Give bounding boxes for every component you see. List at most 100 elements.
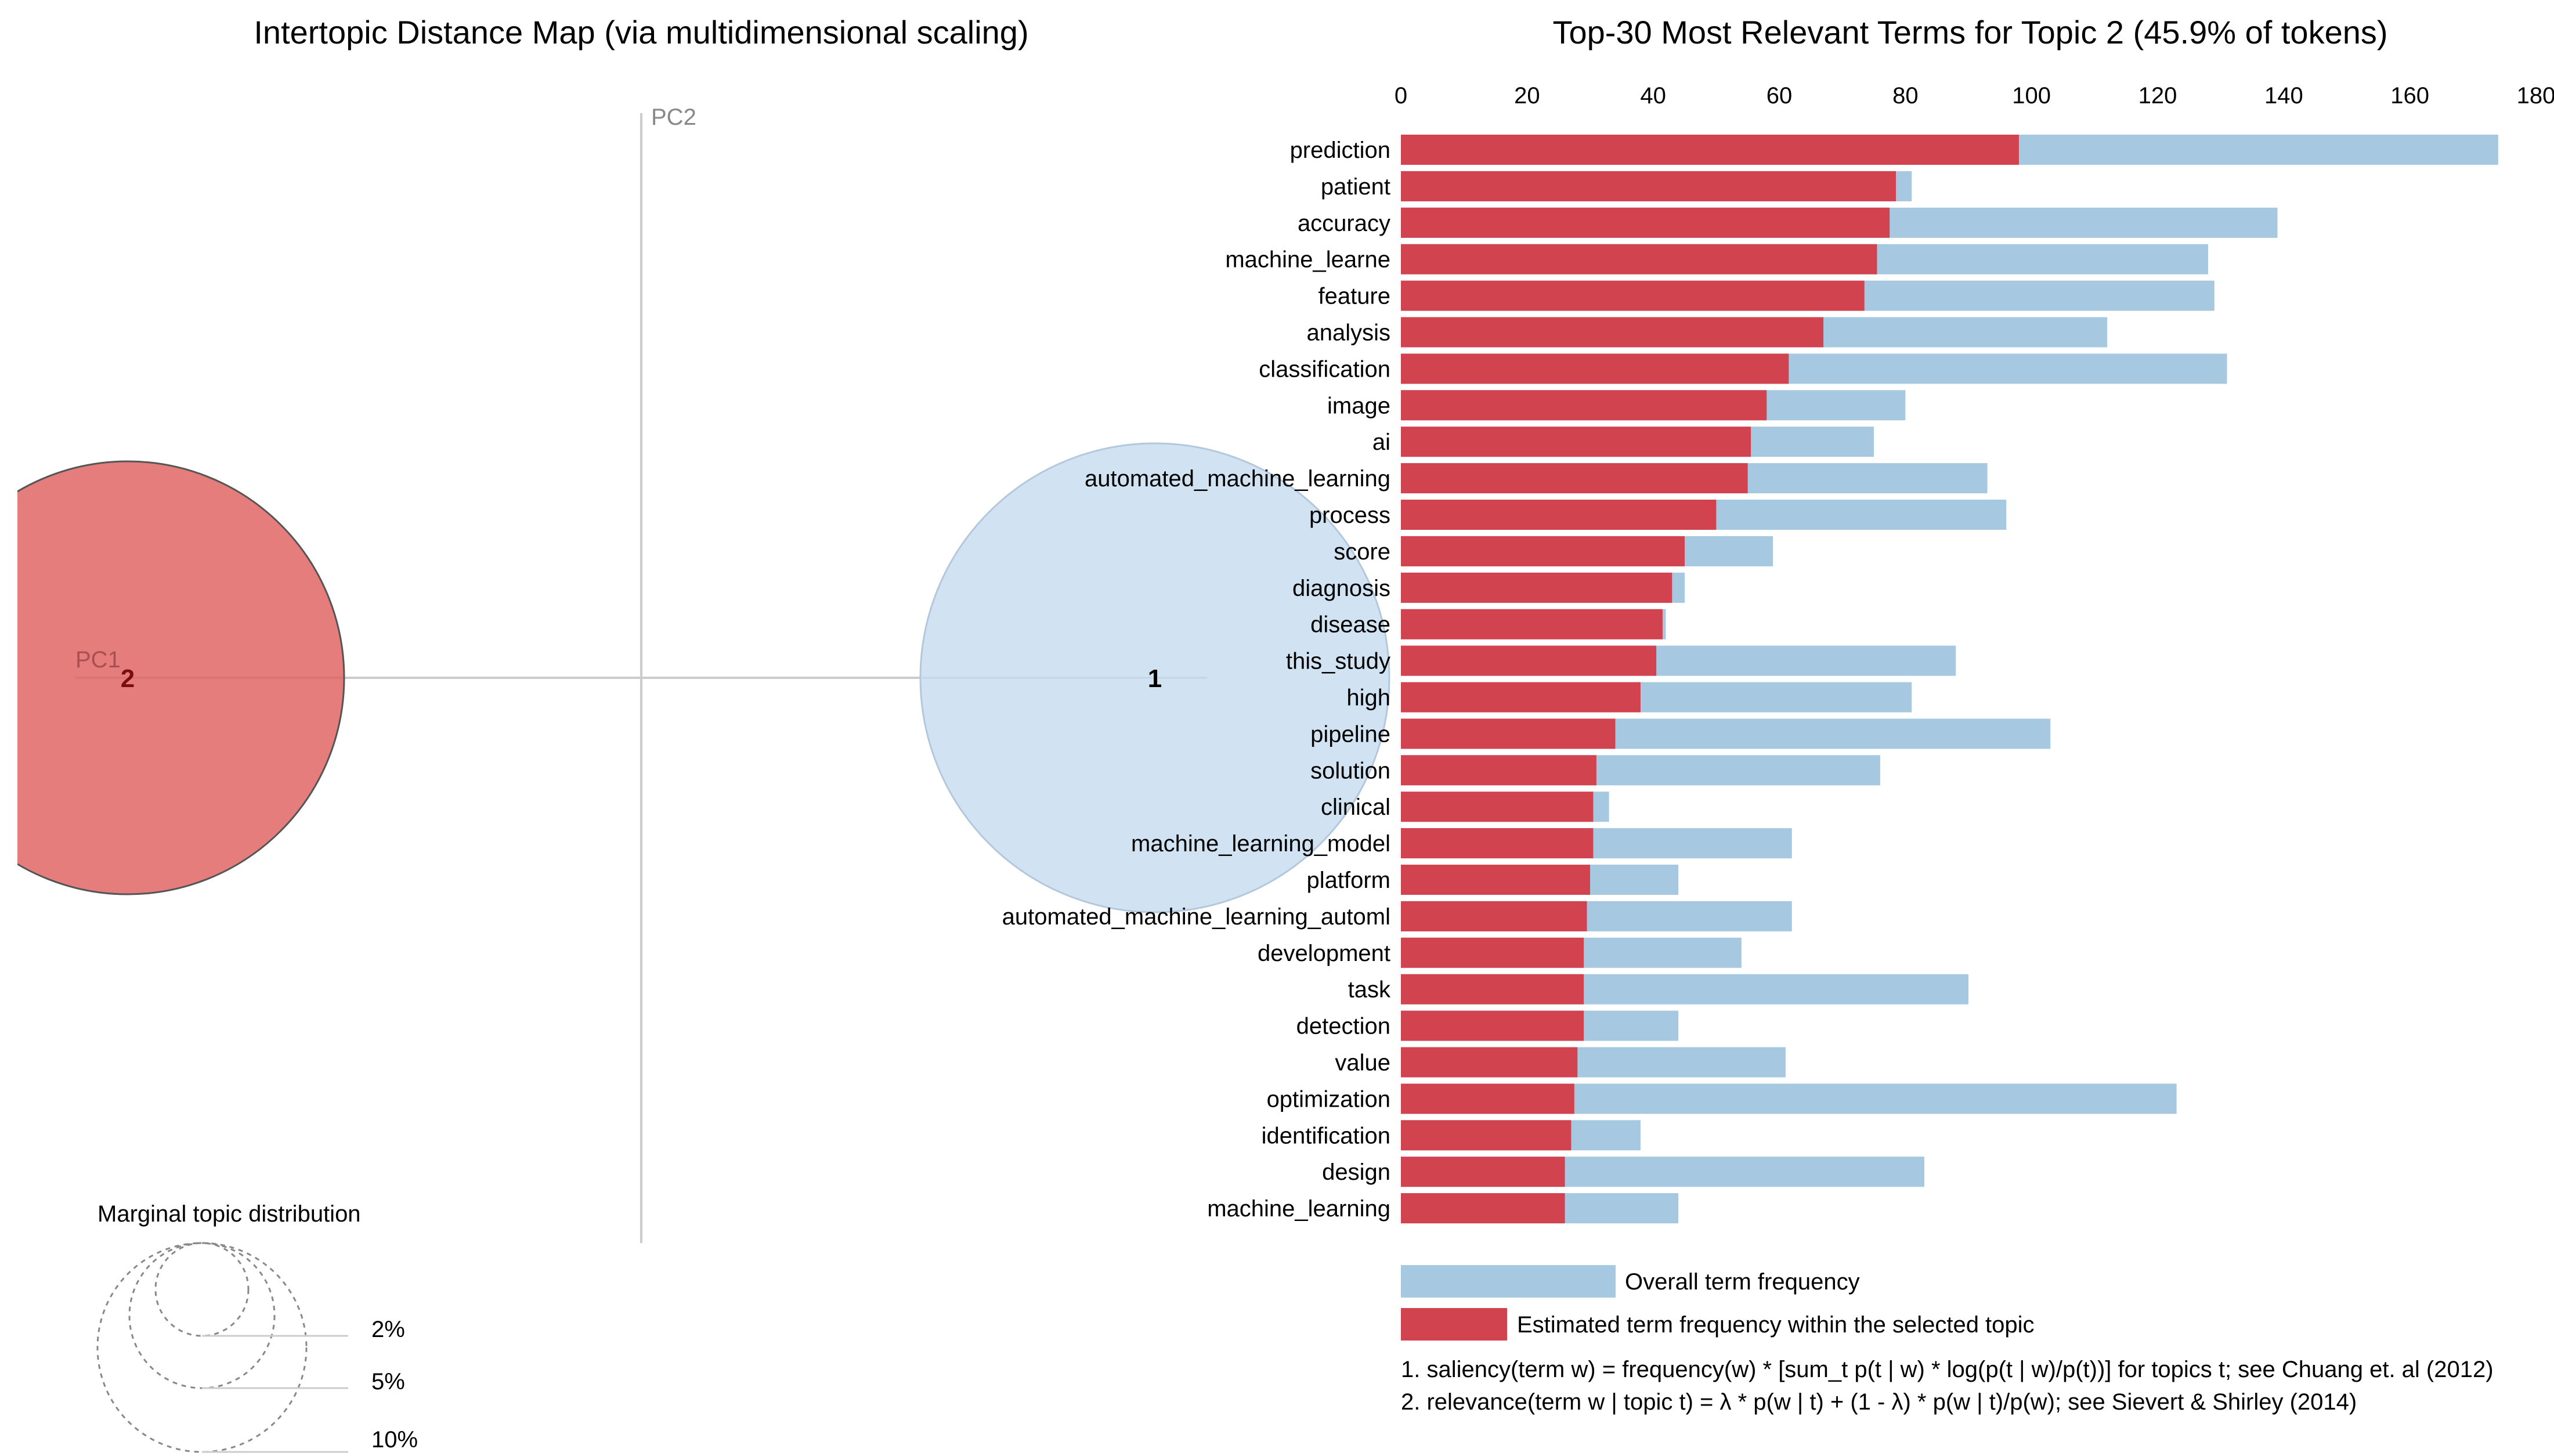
topic-bar-task[interactable] xyxy=(1401,974,1584,1005)
term-label[interactable]: machine_learne xyxy=(1225,247,1390,273)
topic-bar-pipeline[interactable] xyxy=(1401,718,1616,749)
legend-overall-label: Overall term frequency xyxy=(1625,1269,1860,1295)
topic-bar-design[interactable] xyxy=(1401,1157,1565,1187)
legend-overall-swatch xyxy=(1401,1265,1616,1298)
topic-bar-process[interactable] xyxy=(1401,500,1717,530)
marginal-circle-2 xyxy=(154,1242,250,1337)
term-label[interactable]: image xyxy=(1327,393,1390,418)
topic-bar-high[interactable] xyxy=(1401,682,1641,713)
topic-bar-value[interactable] xyxy=(1401,1047,1578,1078)
topic-1-label: 1 xyxy=(1148,664,1162,693)
term-label[interactable]: disease xyxy=(1310,612,1390,638)
term-label[interactable]: feature xyxy=(1318,284,1390,309)
bar-chart-title: Top-30 Most Relevant Terms for Topic 2 (… xyxy=(1552,14,2387,50)
term-labels: prediction patient accuracy machine_learnef… xyxy=(1002,138,1391,1222)
term-label[interactable]: pipeline xyxy=(1310,721,1390,747)
x-tick-label: 40 xyxy=(1640,83,1666,109)
term-label[interactable]: optimization xyxy=(1267,1086,1390,1112)
topic-bar-ai[interactable] xyxy=(1401,427,1751,457)
term-label[interactable]: solution xyxy=(1310,758,1390,783)
footnote-saliency: 1. saliency(term w) = frequency(w) * [su… xyxy=(1401,1357,2494,1382)
topic-bar-image[interactable] xyxy=(1401,390,1767,421)
term-label[interactable]: score xyxy=(1334,539,1390,565)
topic-bar-analysis[interactable] xyxy=(1401,317,1824,348)
topic-bar-detection[interactable] xyxy=(1401,1010,1584,1041)
topic-bar-machine_learning_model[interactable] xyxy=(1401,828,1594,859)
x-tick-label: 180 xyxy=(2517,83,2554,109)
x-tick-label: 160 xyxy=(2390,83,2429,109)
left-margin-mask xyxy=(0,406,17,928)
x-tick-label: 20 xyxy=(1514,83,1540,109)
term-label[interactable]: prediction xyxy=(1290,138,1390,163)
intertopic-map: Intertopic Distance Map (via multidimens… xyxy=(0,14,1390,1453)
marginal-circle-10 xyxy=(96,1242,308,1453)
legend-topic-swatch xyxy=(1401,1308,1507,1341)
topic-bar-optimization[interactable] xyxy=(1401,1083,1574,1114)
term-label[interactable]: automated_machine_learning_automl xyxy=(1002,904,1390,930)
x-tick-label: 60 xyxy=(1767,83,1793,109)
term-label[interactable]: high xyxy=(1346,685,1390,711)
marginal-label-10: 10% xyxy=(371,1427,418,1453)
pc1-label: PC1 xyxy=(75,647,121,673)
topic-bar-disease[interactable] xyxy=(1401,609,1663,640)
pc2-label: PC2 xyxy=(651,104,696,130)
x-tick-label: 80 xyxy=(1892,83,1919,109)
topic-bar-identification[interactable] xyxy=(1401,1120,1572,1151)
footnote-relevance: 2. relevance(term w | topic t) = λ * p(w… xyxy=(1401,1389,2357,1415)
marginal-distribution-legend: Marginal topic distribution 2% 5% 10% xyxy=(96,1201,418,1453)
topic-bar-solution[interactable] xyxy=(1401,755,1596,786)
term-label[interactable]: process xyxy=(1309,503,1390,528)
term-label[interactable]: design xyxy=(1322,1159,1390,1185)
topic-bar-this_study[interactable] xyxy=(1401,645,1657,676)
x-tick-label: 0 xyxy=(1395,83,1407,109)
intertopic-map-title: Intertopic Distance Map (via multidimens… xyxy=(254,14,1028,50)
topic-1-circle[interactable] xyxy=(919,442,1390,913)
term-label[interactable]: automated_machine_learning xyxy=(1085,466,1390,492)
marginal-label-2: 2% xyxy=(371,1317,405,1342)
term-label[interactable]: identification xyxy=(1262,1123,1390,1148)
term-label[interactable]: detection xyxy=(1296,1014,1390,1039)
topic-bar-platform[interactable] xyxy=(1401,865,1590,895)
term-label[interactable]: machine_learning_model xyxy=(1131,831,1390,857)
topic-bars xyxy=(1401,135,2019,1224)
topic-bar-machine_learne[interactable] xyxy=(1401,244,1877,274)
topic-bar-diagnosis[interactable] xyxy=(1401,572,1672,603)
term-label[interactable]: development xyxy=(1258,941,1390,966)
marginal-circle-5 xyxy=(128,1242,276,1389)
marginal-title: Marginal topic distribution xyxy=(97,1201,361,1227)
x-tick-label: 100 xyxy=(2012,83,2051,109)
legend-topic-label: Estimated term frequency within the sele… xyxy=(1517,1312,2035,1338)
term-label[interactable]: classification xyxy=(1259,356,1390,382)
x-tick-label: 140 xyxy=(2264,83,2303,109)
term-label[interactable]: clinical xyxy=(1321,794,1390,820)
term-label[interactable]: diagnosis xyxy=(1292,576,1390,601)
bar-legend: Overall term frequency Estimated term fr… xyxy=(1401,1265,2035,1341)
term-label[interactable]: analysis xyxy=(1306,320,1390,346)
topic-2-circle[interactable] xyxy=(0,460,345,895)
term-label[interactable]: this_study xyxy=(1286,649,1390,674)
topic-bar-clinical[interactable] xyxy=(1401,792,1594,822)
term-label[interactable]: platform xyxy=(1307,868,1391,893)
topic-bar-feature[interactable] xyxy=(1401,280,1865,311)
term-label[interactable]: accuracy xyxy=(1298,211,1390,236)
x-axis: 0 20 40 60 80 100 120 140 160 180 xyxy=(1395,83,2554,109)
marginal-label-5: 5% xyxy=(371,1369,405,1394)
topic-bar-automated_machine_learning[interactable] xyxy=(1401,463,1748,494)
topic-bar-development[interactable] xyxy=(1401,937,1584,968)
topic-bar-patient[interactable] xyxy=(1401,171,1896,201)
term-label[interactable]: value xyxy=(1335,1050,1390,1076)
term-label[interactable]: task xyxy=(1348,977,1391,1003)
x-tick-label: 120 xyxy=(2138,83,2177,109)
term-label[interactable]: patient xyxy=(1321,174,1390,200)
topic-bar-classification[interactable] xyxy=(1401,353,1789,384)
topic-bar-prediction[interactable] xyxy=(1401,135,2019,165)
topic-bar-automated_machine_learning_automl[interactable] xyxy=(1401,901,1587,931)
term-label[interactable]: machine_learning xyxy=(1207,1196,1390,1222)
term-label[interactable]: ai xyxy=(1372,429,1390,455)
topic-bar-score[interactable] xyxy=(1401,536,1685,566)
term-bar-chart: Top-30 Most Relevant Terms for Topic 2 (… xyxy=(1002,14,2554,1415)
topic-2-label: 2 xyxy=(121,664,135,693)
topic-bar-machine_learning[interactable] xyxy=(1401,1193,1565,1224)
topic-bar-accuracy[interactable] xyxy=(1401,207,1890,238)
